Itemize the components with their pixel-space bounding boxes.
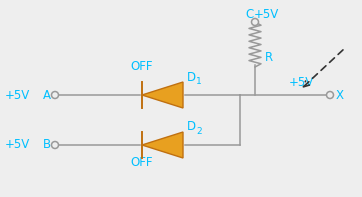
Text: A: A bbox=[43, 88, 51, 101]
Text: +5V: +5V bbox=[254, 7, 279, 20]
Text: +5V: +5V bbox=[289, 75, 314, 88]
Circle shape bbox=[51, 91, 59, 98]
Text: D: D bbox=[187, 121, 196, 134]
Polygon shape bbox=[142, 82, 183, 108]
Circle shape bbox=[252, 19, 258, 25]
Text: +5V: +5V bbox=[5, 138, 30, 151]
Polygon shape bbox=[142, 132, 183, 158]
Text: C: C bbox=[245, 7, 253, 20]
Text: R: R bbox=[265, 50, 273, 63]
Text: 1: 1 bbox=[196, 76, 202, 85]
Text: B: B bbox=[43, 138, 51, 151]
Text: 2: 2 bbox=[196, 126, 202, 136]
Circle shape bbox=[51, 141, 59, 149]
Text: OFF: OFF bbox=[130, 156, 152, 169]
Text: OFF: OFF bbox=[130, 60, 152, 73]
Text: +5V: +5V bbox=[5, 88, 30, 101]
Circle shape bbox=[327, 91, 333, 98]
Text: D: D bbox=[187, 71, 196, 84]
Text: X: X bbox=[336, 88, 344, 101]
